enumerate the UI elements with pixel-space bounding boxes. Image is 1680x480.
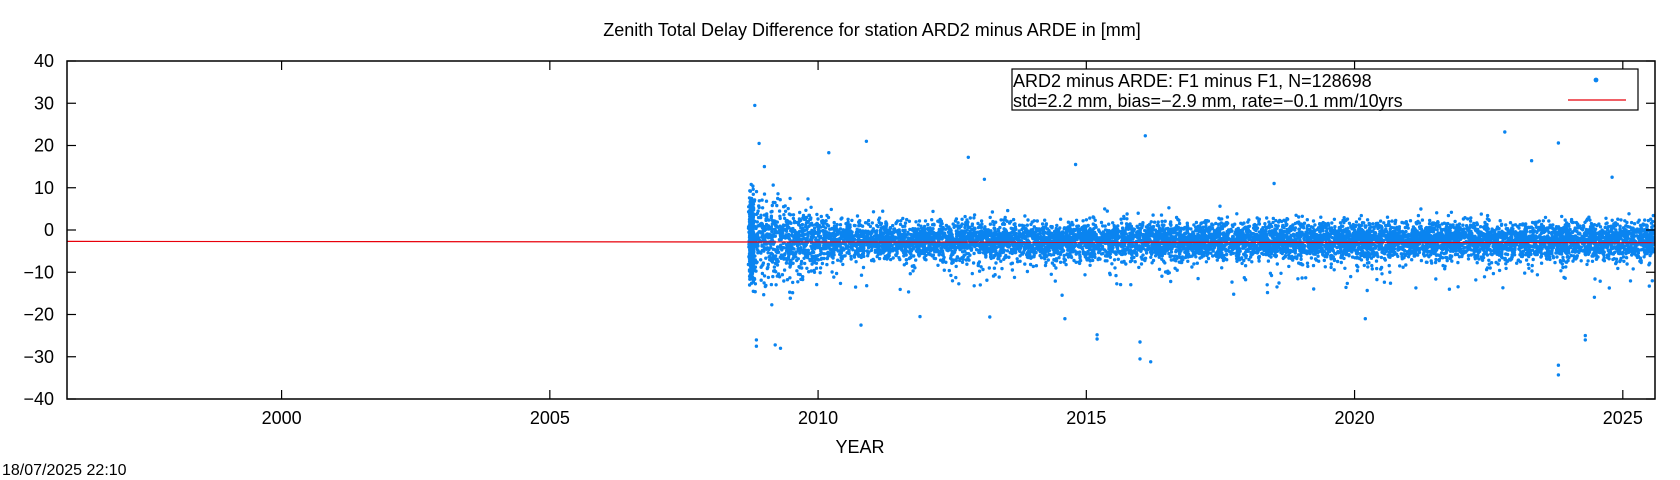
y-tick-label: 20 — [34, 136, 54, 156]
y-tick-label: −30 — [23, 347, 54, 367]
x-tick-label: 2005 — [530, 408, 570, 428]
y-tick-label: 10 — [34, 178, 54, 198]
legend-box — [1011, 68, 1639, 111]
legend-entry-points: ARD2 minus ARDE: F1 minus F1, N=128698 — [1013, 71, 1372, 91]
scatter-points — [746, 103, 1655, 377]
x-tick-label: 2000 — [262, 408, 302, 428]
chart-title: Zenith Total Delay Difference for statio… — [603, 20, 1141, 40]
y-tick-label: 30 — [34, 93, 54, 113]
fit-line-layer — [66, 240, 1656, 244]
y-tick-label: −10 — [23, 262, 54, 282]
x-tick-label: 2015 — [1066, 408, 1106, 428]
axis-ticks: 2000 2005 2010 2015 2020 2025 −40 −30 −20 −10 0 10 2… — [23, 51, 1655, 428]
legend: ARD2 minus ARDE: F1 minus F1, N=128698 s… — [1011, 68, 1639, 111]
legend-entry-stats: std=2.2 mm, bias=−2.9 mm, rate=−0.1 mm/1… — [1013, 91, 1403, 111]
y-tick-label: −20 — [23, 305, 54, 325]
y-tick-label: 40 — [34, 51, 54, 71]
timestamp: 18/07/2025 22:10 — [2, 462, 127, 479]
x-axis-label: YEAR — [835, 437, 884, 457]
data-points — [746, 103, 1655, 377]
legend-point-marker — [1593, 77, 1599, 83]
x-tick-label: 2020 — [1335, 408, 1375, 428]
x-tick-label: 2010 — [798, 408, 838, 428]
y-tick-label: −40 — [23, 389, 54, 409]
fit-line — [66, 240, 1656, 244]
y-tick-label: 0 — [44, 220, 54, 240]
x-tick-label: 2025 — [1603, 408, 1643, 428]
